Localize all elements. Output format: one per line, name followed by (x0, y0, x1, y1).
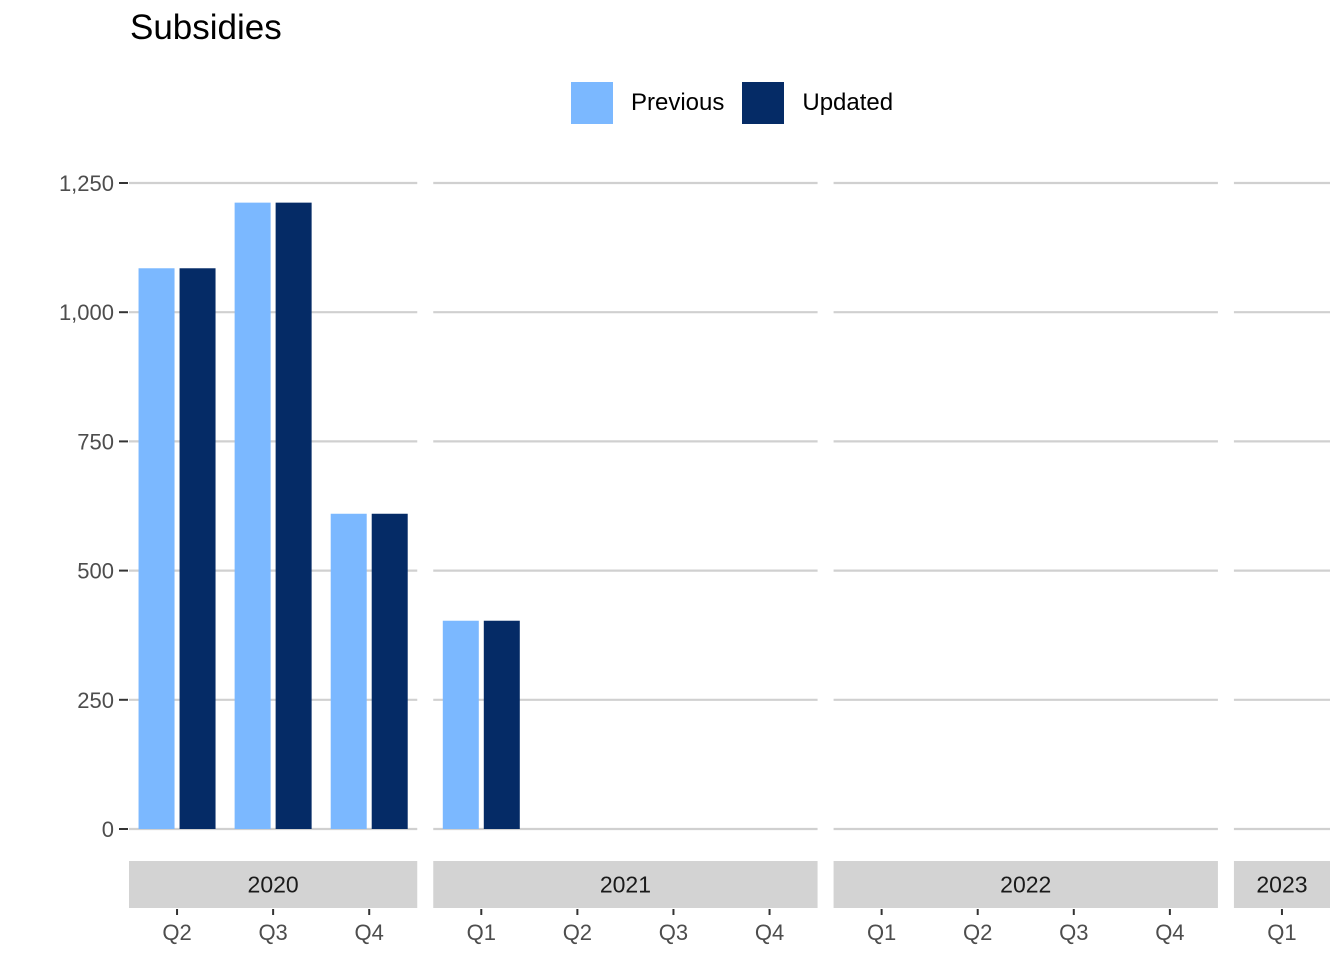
legend-item-updated: Updated (742, 82, 893, 124)
x-tick-label: Q1 (467, 920, 496, 945)
facet-strip-label: 2020 (248, 872, 299, 898)
y-tick-label: 750 (77, 429, 114, 454)
bar-updated (371, 513, 408, 829)
x-tick-label: Q2 (563, 920, 592, 945)
bar-updated (275, 202, 312, 829)
legend-label-updated: Updated (802, 89, 894, 116)
x-tick-label: Q2 (162, 920, 191, 945)
chart-title: Subsidies (130, 8, 282, 47)
x-tick-label: Q2 (963, 920, 992, 945)
x-tick-label: Q1 (1267, 920, 1296, 945)
bar-updated (483, 620, 520, 829)
bar-previous (330, 513, 367, 829)
x-tick-label: Q4 (1155, 920, 1184, 945)
legend: Previous Updated (571, 82, 911, 124)
legend-label-previous: Previous (631, 89, 725, 116)
y-tick-label: 500 (77, 559, 114, 584)
bar-previous (138, 268, 175, 830)
y-tick-label: 250 (77, 688, 114, 713)
bar-previous (234, 202, 271, 829)
y-tick-label: 0 (102, 817, 114, 842)
facet-strip (433, 861, 818, 908)
facet-strip-label: 2023 (1256, 872, 1307, 898)
bar-previous (442, 620, 479, 829)
y-tick-label: 1,000 (59, 300, 114, 325)
facet-strip (1233, 861, 1330, 908)
facet-strip-label: 2022 (1000, 872, 1051, 898)
x-tick-label: Q4 (755, 920, 784, 945)
x-tick-label: Q3 (659, 920, 688, 945)
bar-updated (179, 268, 216, 830)
y-tick-label: 1,250 (59, 171, 114, 196)
legend-swatch-previous (571, 82, 613, 124)
facet-strip (833, 861, 1218, 908)
x-tick-label: Q4 (355, 920, 384, 945)
x-tick-label: Q3 (1059, 920, 1088, 945)
legend-item-previous: Previous (571, 82, 724, 124)
x-tick-label: Q3 (258, 920, 287, 945)
facet-strip-label: 2021 (600, 872, 651, 898)
facet-strip (129, 861, 418, 908)
legend-swatch-updated (742, 82, 785, 124)
x-tick-label: Q1 (867, 920, 896, 945)
